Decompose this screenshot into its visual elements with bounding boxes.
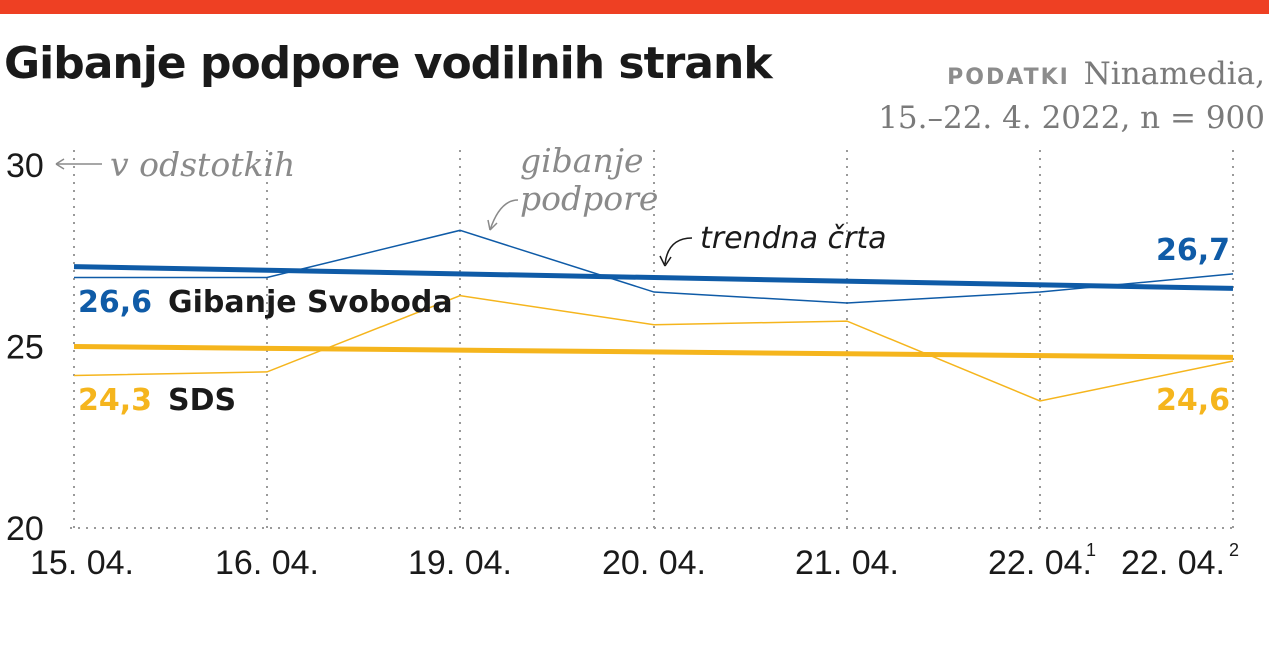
gibanje-svoboda-name: Gibanje Svoboda — [168, 285, 453, 320]
x-tick-superscript-5: 1 — [1086, 540, 1096, 560]
trend-annotation: trendna črta — [700, 221, 887, 256]
x-tick-label-0: 15. 04. — [30, 544, 134, 582]
source-details: 15.–22. 4. 2022, n = 900 — [878, 100, 1265, 136]
movement-arrow-head — [487, 219, 498, 231]
trend-arrow-head — [659, 255, 672, 267]
trend-arrow — [664, 237, 693, 265]
unit-arrow-head — [55, 158, 65, 170]
chart-title: Gibanje podpore vodilnih strank — [4, 38, 773, 89]
x-tick-label-3: 20. 04. — [602, 544, 706, 582]
x-tick-superscript-6: 2 — [1229, 540, 1239, 560]
movement-annotation-line2: podpore — [520, 179, 658, 218]
sds-end-value: 24,6 — [1156, 383, 1230, 418]
gibanje-svoboda-start-value: 26,6 — [78, 285, 152, 320]
y-tick-label-0: 20 — [6, 510, 44, 548]
x-tick-label-2: 19. 04. — [408, 544, 512, 582]
gibanje-svoboda-end-value: 26,7 — [1156, 233, 1230, 268]
source-note: PODATKI Ninamedia, 15.–22. 4. 2022, n = … — [878, 54, 1265, 138]
x-tick-label-6: 22. 04. — [1121, 544, 1225, 582]
sds-movement-line — [73, 294, 1234, 402]
x-tick-label-1: 16. 04. — [215, 544, 319, 582]
gibanje-svoboda-trend-line — [73, 264, 1234, 291]
source-label: PODATKI — [947, 65, 1070, 90]
x-tick-label-4: 21. 04. — [795, 544, 899, 582]
unit-annotation: v odstotkih — [110, 145, 295, 184]
sds-trend-line — [73, 344, 1234, 360]
y-axis: 20 25 30 — [6, 147, 44, 548]
x-axis: 15. 04. 16. 04. 19. 04. 20. 04. 21. 04. 22. 0… — [30, 540, 1239, 582]
x-tick-label-5: 22. 04. — [988, 544, 1092, 582]
source-name: Ninamedia, — [1083, 56, 1265, 92]
series-lines — [73, 229, 1234, 402]
sds-name: SDS — [168, 383, 236, 418]
y-tick-label-1: 25 — [6, 329, 44, 367]
gibanje-svoboda-movement-line — [74, 229, 1234, 304]
movement-arrow — [489, 199, 519, 231]
top-accent-bar — [0, 0, 1269, 14]
movement-annotation-line1: gibanje — [520, 141, 644, 180]
sds-start-value: 24,3 — [78, 383, 152, 418]
y-tick-label-2: 30 — [6, 147, 44, 185]
